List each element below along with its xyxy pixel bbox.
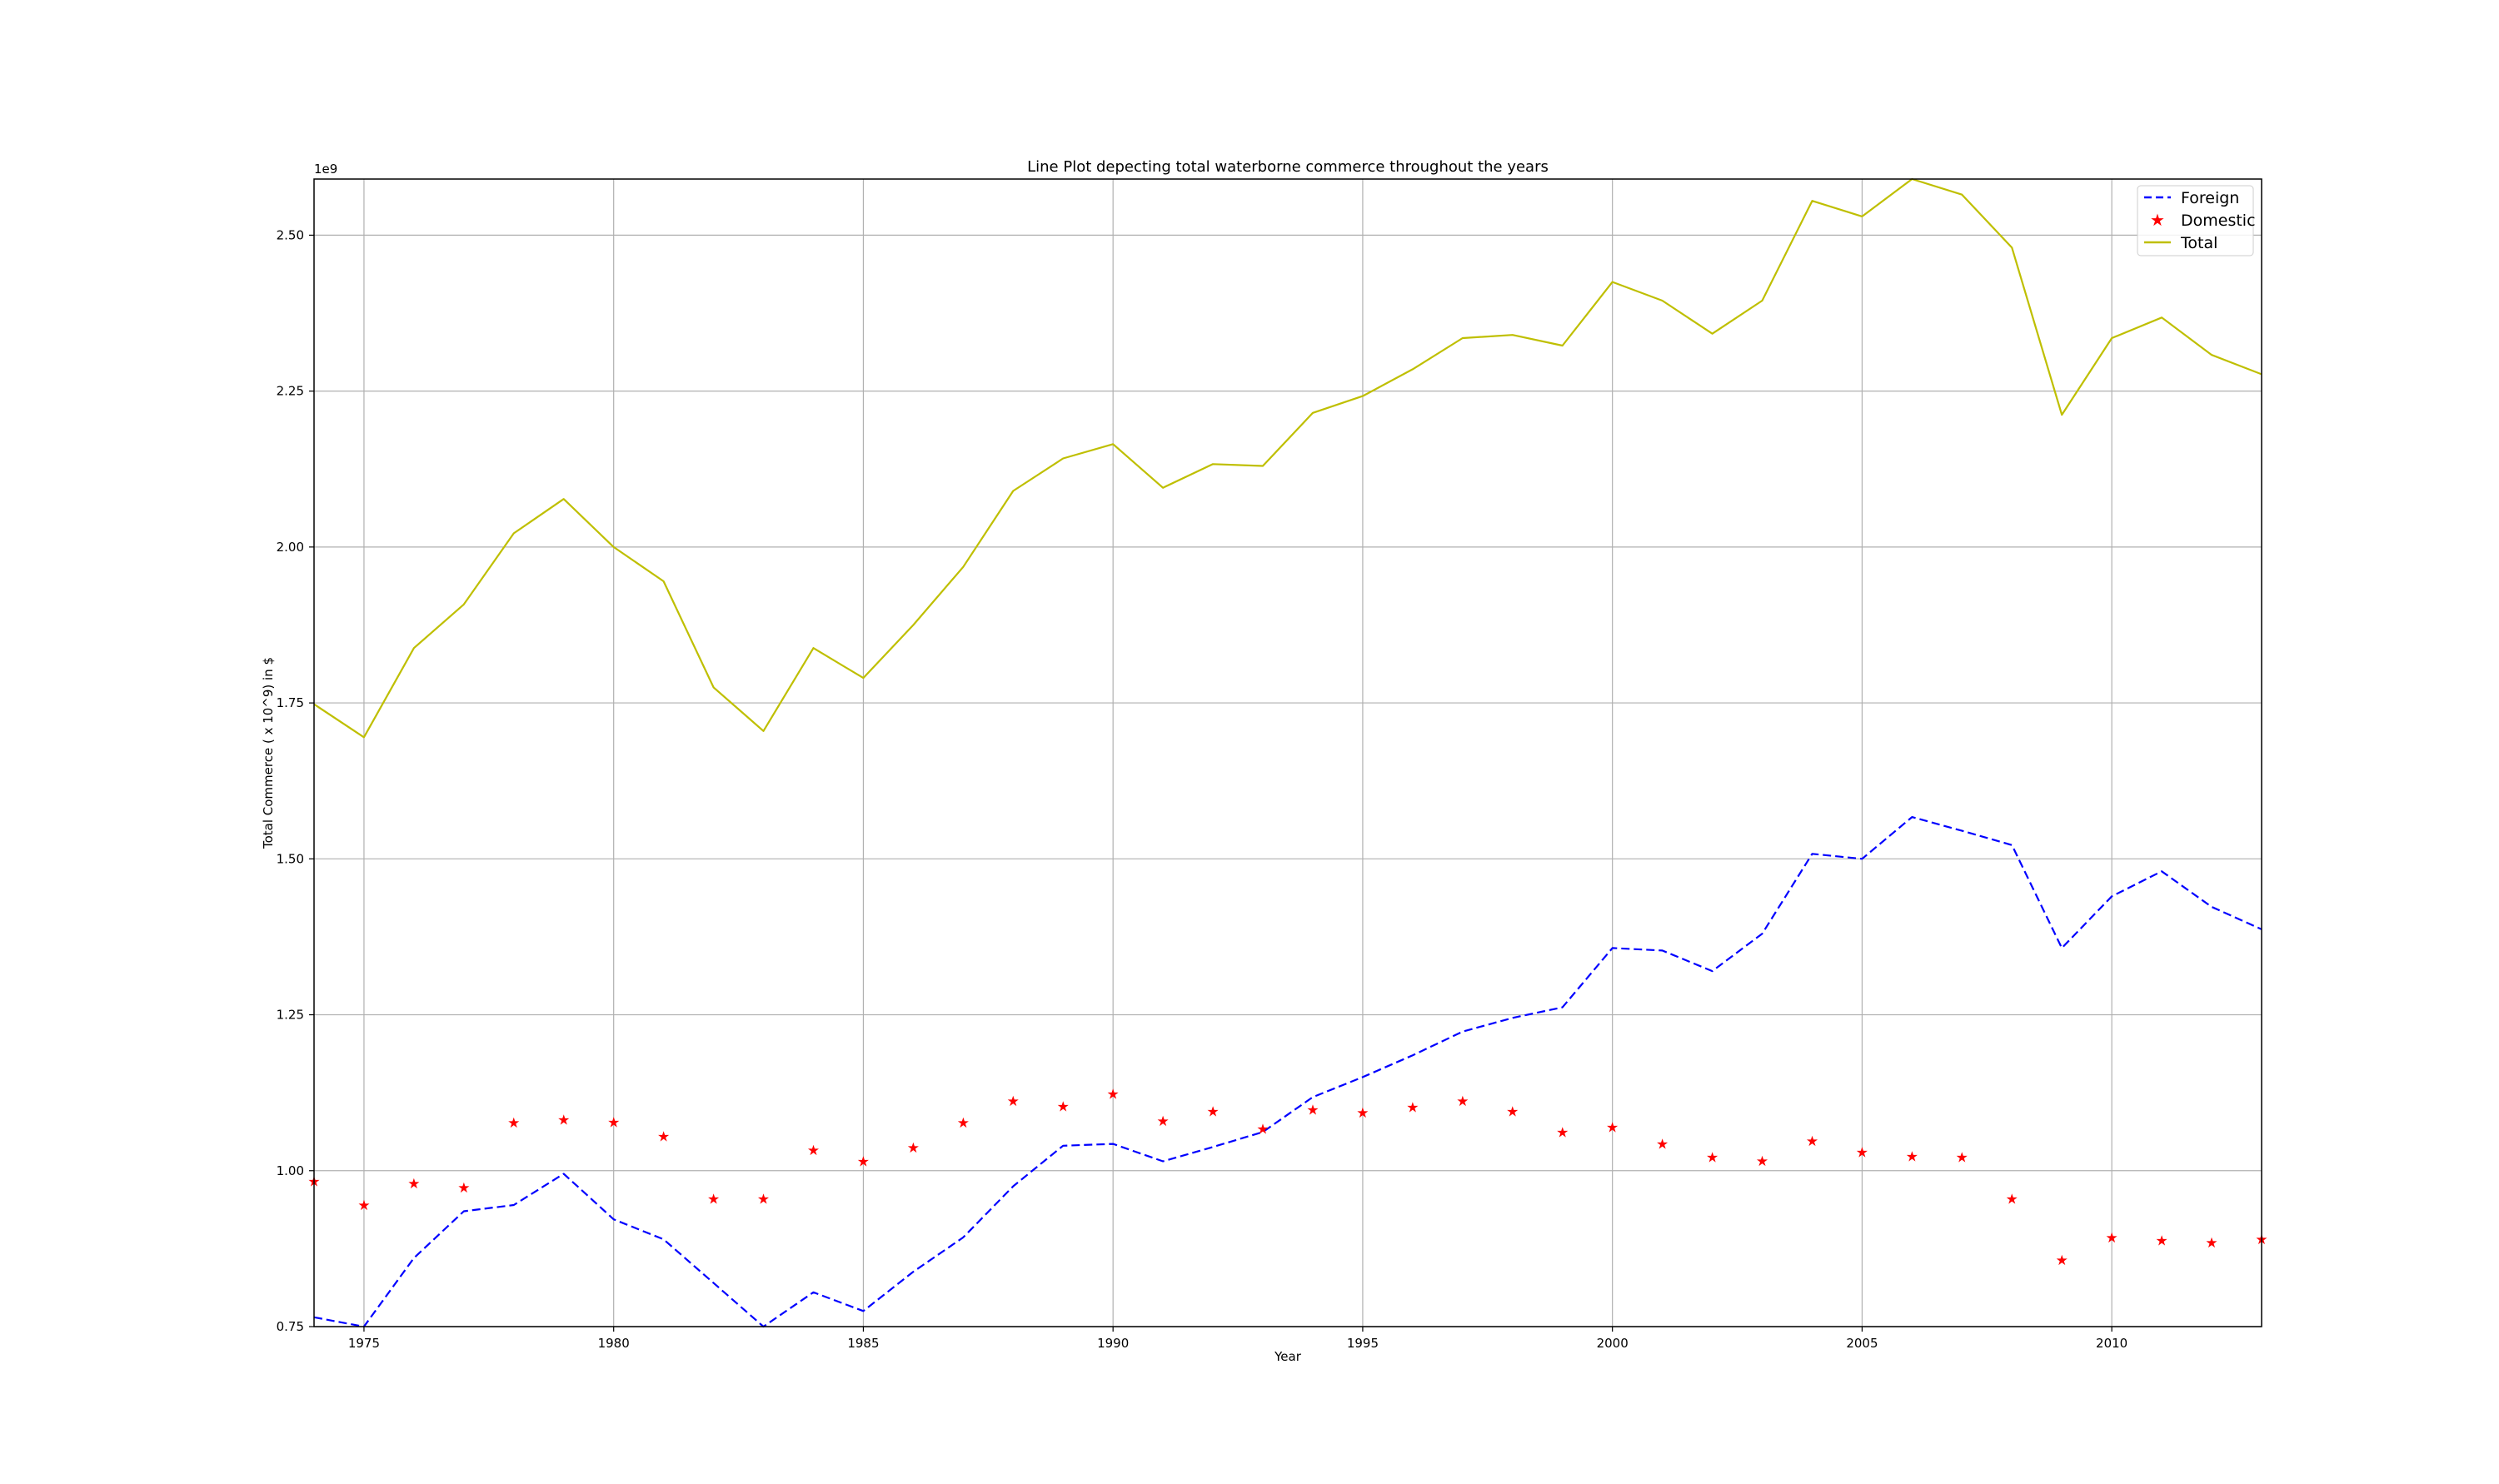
legend: Foreign ★ Domestic Total — [2137, 185, 2256, 256]
x-axis-label: Year — [1274, 1349, 1302, 1364]
x-tick-label: 1995 — [1347, 1336, 1379, 1351]
point-domestic: ★ — [607, 1114, 620, 1131]
y-tick-label: 0.75 — [277, 1319, 304, 1334]
point-domestic: ★ — [1506, 1104, 1519, 1121]
legend-label-total: Total — [2180, 234, 2217, 252]
y-tick-label: 1.50 — [277, 851, 304, 866]
point-domestic: ★ — [1356, 1105, 1369, 1122]
plot-area-background — [314, 179, 2262, 1327]
x-tick-label: 1990 — [1097, 1336, 1129, 1351]
line-total — [314, 177, 2262, 739]
point-domestic: ★ — [1306, 1102, 1319, 1118]
point-domestic: ★ — [1256, 1122, 1269, 1138]
point-domestic: ★ — [957, 1115, 970, 1132]
plot-frame — [313, 178, 2262, 1327]
point-domestic: ★ — [1856, 1144, 1868, 1161]
x-tick-label: 2000 — [1597, 1336, 1629, 1351]
point-domestic: ★ — [357, 1198, 370, 1214]
x-tick-label: 1985 — [847, 1336, 879, 1351]
legend-label-domestic: Domestic — [2181, 212, 2256, 230]
x-tick-label: 2010 — [2096, 1336, 2127, 1351]
point-domestic: ★ — [857, 1154, 870, 1171]
x-axis: 1975 1980 1985 1990 1995 2000 2005 2010 — [348, 1327, 2127, 1351]
x-tick-label: 2005 — [1846, 1336, 1878, 1351]
point-domestic: ★ — [507, 1115, 520, 1132]
point-domestic: ★ — [1057, 1099, 1070, 1116]
point-domestic: ★ — [1157, 1113, 1170, 1130]
y-tick-label: 2.50 — [277, 227, 304, 242]
point-domestic: ★ — [707, 1191, 720, 1208]
point-domestic: ★ — [757, 1191, 770, 1208]
point-domestic: ★ — [2106, 1230, 2118, 1247]
point-domestic: ★ — [2056, 1252, 2068, 1269]
chart-title: Line Plot depecting total waterborne com… — [1027, 158, 1549, 176]
x-tick-label: 1980 — [598, 1336, 630, 1351]
x-tick-label: 1975 — [348, 1336, 380, 1351]
y-axis-offset-label: 1e9 — [314, 162, 337, 177]
point-domestic: ★ — [1806, 1133, 1818, 1150]
point-domestic: ★ — [1906, 1149, 1918, 1166]
point-domestic: ★ — [657, 1129, 670, 1146]
point-domestic: ★ — [2205, 1235, 2217, 1252]
point-domestic: ★ — [1107, 1087, 1120, 1103]
point-domestic: ★ — [907, 1140, 920, 1157]
y-tick-label: 1.00 — [277, 1163, 304, 1178]
series-total — [314, 177, 2262, 739]
point-domestic: ★ — [807, 1143, 820, 1159]
y-tick-label: 2.25 — [277, 384, 304, 399]
series-domestic: ★★★ ★★ ★ ★★★ ★★★★★★ ★★★★★★ ★ ★ ★★★ ★★★ ★★★ ★ ★★★★ ★ ★ ★ — [307, 1087, 2267, 1269]
point-domestic: ★ — [1456, 1093, 1469, 1110]
point-domestic: ★ — [1656, 1137, 1668, 1153]
y-tick-label: 2.00 — [277, 540, 304, 555]
point-domestic: ★ — [457, 1180, 470, 1197]
y-axis-label: Total Commerce ( x 10^9) in $ — [261, 657, 276, 849]
point-domestic: ★ — [407, 1176, 420, 1193]
point-domestic: ★ — [2006, 1191, 2018, 1208]
y-tick-label: 1.25 — [277, 1008, 304, 1023]
series-layer: ★★★ ★★ ★ ★★★ ★★★★★★ ★★★★★★ ★ ★ ★★★ ★★★ ★★★ ★ ★★★★ ★ ★ ★ — [307, 177, 2268, 1328]
point-domestic: ★ — [1206, 1104, 1219, 1121]
point-domestic: ★ — [1756, 1153, 1768, 1170]
legend-label-foreign: Foreign — [2181, 189, 2239, 207]
legend-swatch-domestic: ★ — [2150, 210, 2165, 230]
point-domestic: ★ — [1956, 1149, 1968, 1166]
point-domestic: ★ — [1556, 1124, 1569, 1141]
point-domestic: ★ — [1706, 1149, 1718, 1166]
point-domestic: ★ — [1007, 1093, 1020, 1110]
y-tick-label: 1.75 — [277, 695, 304, 710]
point-domestic: ★ — [1606, 1119, 1619, 1136]
point-domestic: ★ — [2155, 1233, 2167, 1250]
series-foreign — [314, 815, 2262, 1328]
legend-box — [2137, 185, 2254, 256]
line-foreign — [314, 815, 2262, 1328]
y-axis: 0.75 1.00 1.25 1.50 1.75 2.00 2.25 2.50 — [277, 227, 314, 1334]
point-domestic: ★ — [557, 1112, 570, 1128]
point-domestic: ★ — [1406, 1099, 1419, 1116]
